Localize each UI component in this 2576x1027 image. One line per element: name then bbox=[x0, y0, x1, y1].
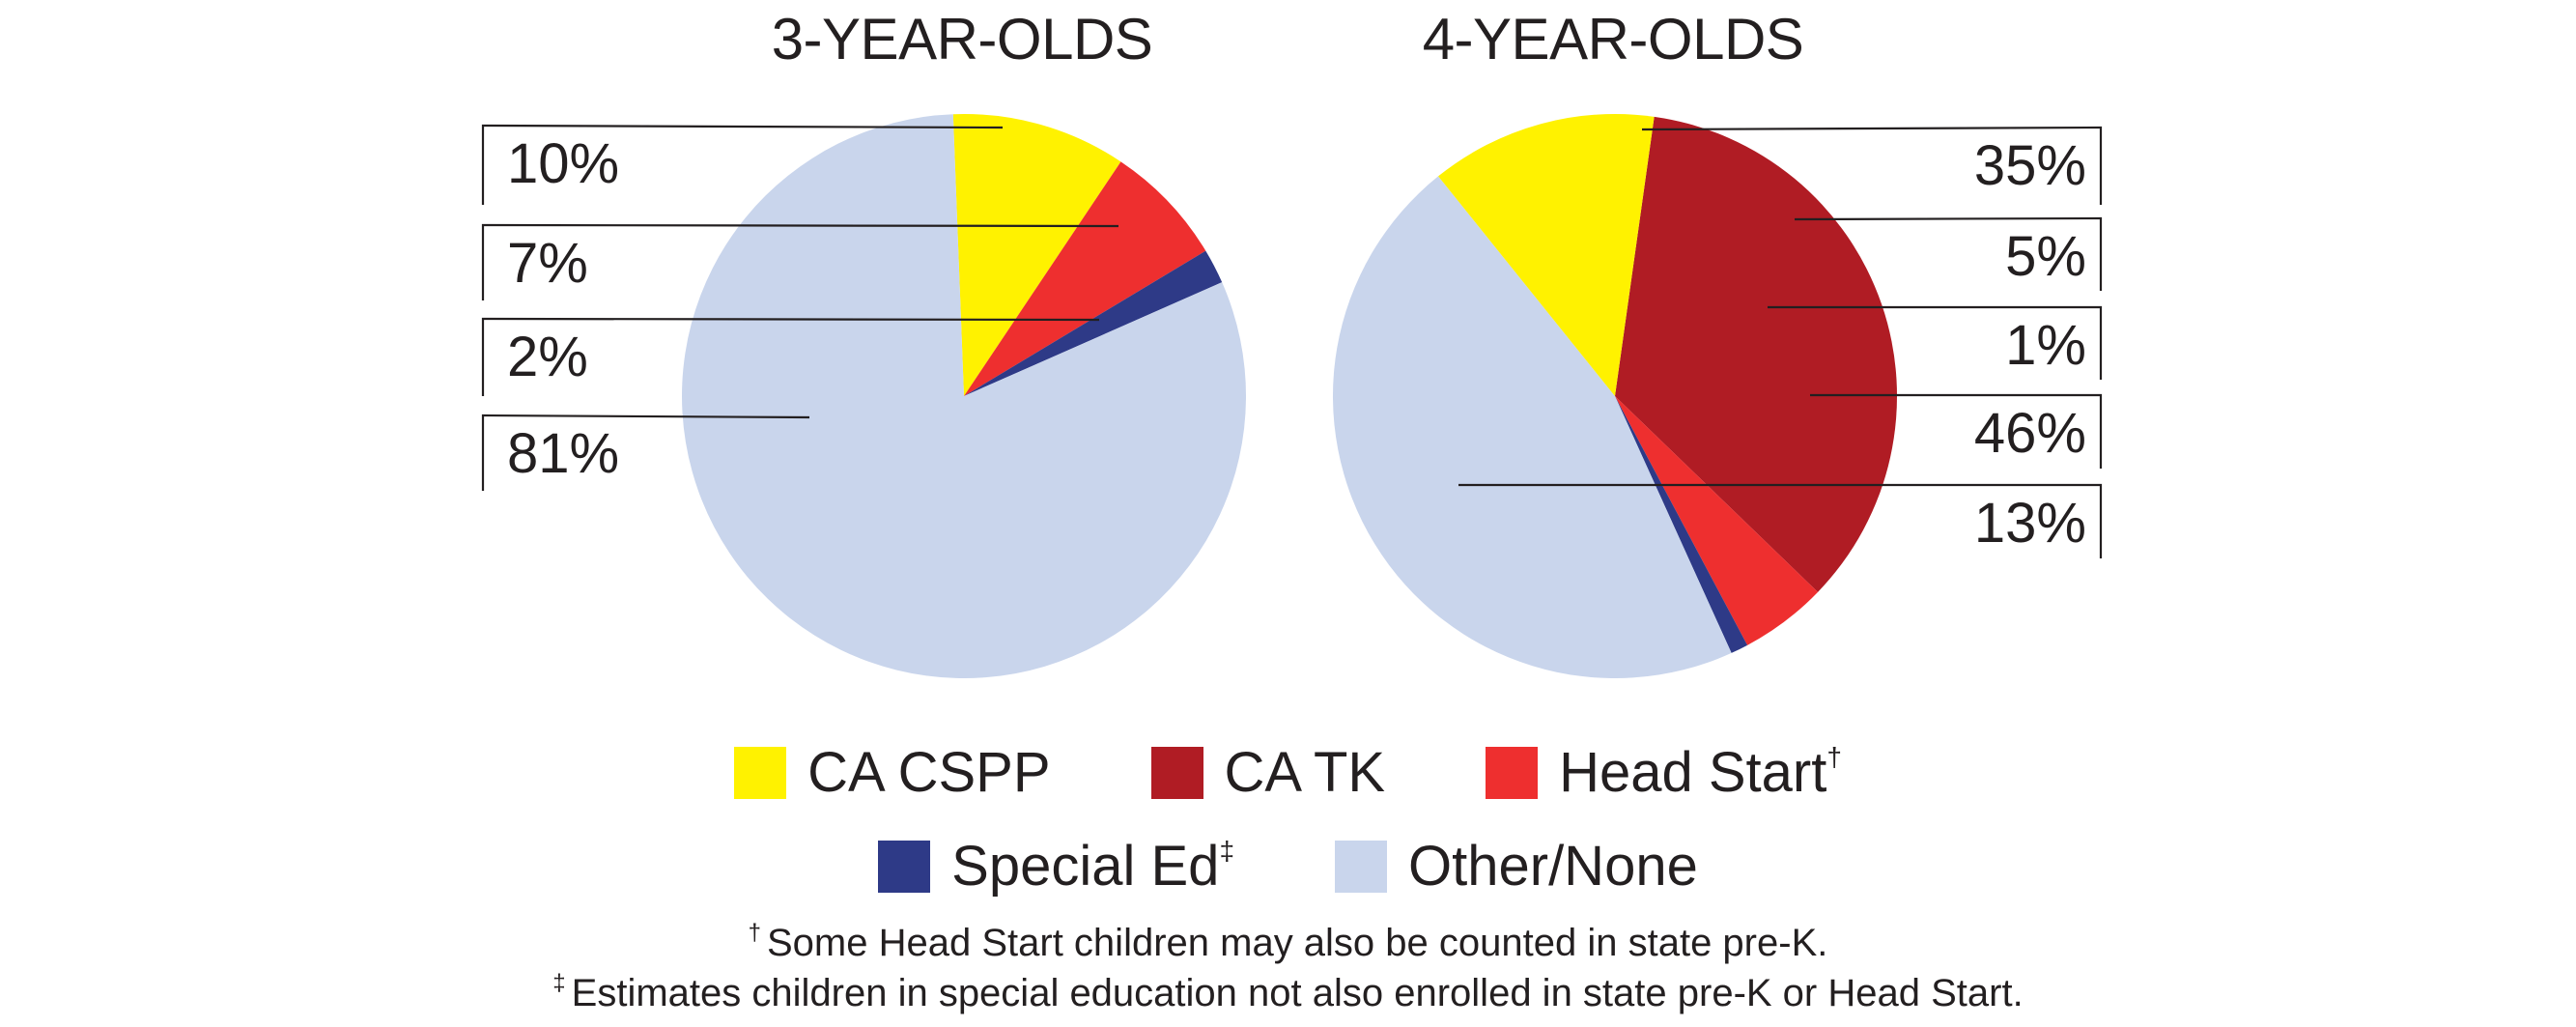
legend-label-special-ed: Special Ed bbox=[951, 835, 1220, 898]
pie-title-3-year-olds: 3-YEAR-OLDS bbox=[771, 7, 1153, 71]
legend-item-special-ed: Special Ed‡ bbox=[878, 834, 1234, 899]
legend-swatch-ca-tk bbox=[1150, 746, 1203, 799]
legend-mark-special-ed: ‡ bbox=[1219, 836, 1235, 866]
pie-3-slice-ca-cspp bbox=[952, 114, 1121, 397]
data-label-4-special-ed: 1% bbox=[2005, 314, 2086, 377]
legend-label-ca-cspp: CA CSPP bbox=[807, 741, 1051, 804]
data-label-4-other-none: 46% bbox=[1973, 402, 2086, 465]
legend-item-other-none: Other/None bbox=[1335, 834, 1698, 899]
pie-3-slice-other-none bbox=[682, 114, 1247, 679]
legend-item-head-start: Head Start† bbox=[1486, 740, 1842, 805]
legend-swatch-head-start bbox=[1486, 746, 1539, 799]
legend-row-2: Special Ed‡ Other/None bbox=[0, 834, 2576, 899]
legend-mark-head-start: † bbox=[1826, 742, 1842, 772]
legend-swatch-other-none bbox=[1335, 840, 1388, 893]
leader-lines-4-year-olds bbox=[1458, 126, 2103, 558]
leader-line-3-special-ed bbox=[481, 317, 1100, 396]
leader-line-4-special-ed bbox=[1768, 305, 2103, 380]
legend-item-ca-cspp: CA CSPP bbox=[734, 740, 1051, 805]
pie-3-year-olds bbox=[682, 114, 1247, 679]
data-label-4-ca-tk: 35% bbox=[1973, 134, 2086, 197]
legend-swatch-special-ed bbox=[878, 840, 931, 893]
pie-4-slice-ca-tk bbox=[1615, 116, 1898, 592]
pie-title-4-year-olds: 4-YEAR-OLDS bbox=[1422, 7, 1804, 71]
leader-line-3-head-start bbox=[481, 223, 1119, 300]
legend-item-ca-tk: CA TK bbox=[1150, 740, 1386, 805]
pie-4-year-olds bbox=[1332, 113, 1898, 679]
footnote-text-special-ed: Estimates children in special education … bbox=[571, 972, 2024, 1014]
leader-line-4-ca-tk bbox=[1641, 126, 2103, 205]
leader-lines-3-year-olds bbox=[481, 124, 1119, 491]
footnote-text-head-start: Some Head Start children may also be cou… bbox=[767, 922, 1828, 964]
pie-4-slice-head-start bbox=[1615, 396, 1819, 645]
data-label-4-head-start: 5% bbox=[2005, 225, 2086, 288]
pie-4-slice-ca-cspp bbox=[1438, 113, 1655, 397]
legend-label-other-none: Other/None bbox=[1408, 835, 1698, 898]
data-label-3-head-start: 7% bbox=[507, 232, 588, 295]
data-label-3-other-none: 81% bbox=[507, 422, 620, 485]
legend-swatch-ca-cspp bbox=[734, 746, 787, 799]
data-label-3-special-ed: 2% bbox=[507, 326, 588, 388]
data-label-4-ca-cspp: 13% bbox=[1973, 492, 2086, 555]
footnote-mark-double-dagger: ‡ bbox=[552, 970, 566, 996]
pie-3-slice-head-start bbox=[964, 161, 1206, 396]
legend-label-ca-tk: CA TK bbox=[1224, 741, 1386, 804]
footnote-head-start: † Some Head Start children may also be co… bbox=[0, 920, 2576, 965]
footnote-special-ed: ‡ Estimates children in special education… bbox=[0, 970, 2576, 1015]
leader-line-4-other-none bbox=[1810, 393, 2103, 469]
legend-label-head-start: Head Start bbox=[1559, 741, 1827, 804]
pie-4-slice-other-none bbox=[1332, 176, 1732, 679]
leader-line-3-other-none bbox=[481, 414, 810, 491]
footnote-mark-dagger: † bbox=[748, 920, 761, 946]
leader-line-4-ca-cspp bbox=[1458, 483, 2103, 558]
data-label-3-ca-cspp: 10% bbox=[507, 132, 620, 195]
leader-line-3-ca-cspp bbox=[481, 124, 1004, 205]
pie-3-slice-special-ed bbox=[964, 250, 1223, 396]
leader-line-4-head-start bbox=[1794, 216, 2103, 291]
pie-4-slice-special-ed bbox=[1615, 396, 1748, 653]
legend-row-1: CA CSPP CA TK Head Start† bbox=[0, 740, 2576, 805]
